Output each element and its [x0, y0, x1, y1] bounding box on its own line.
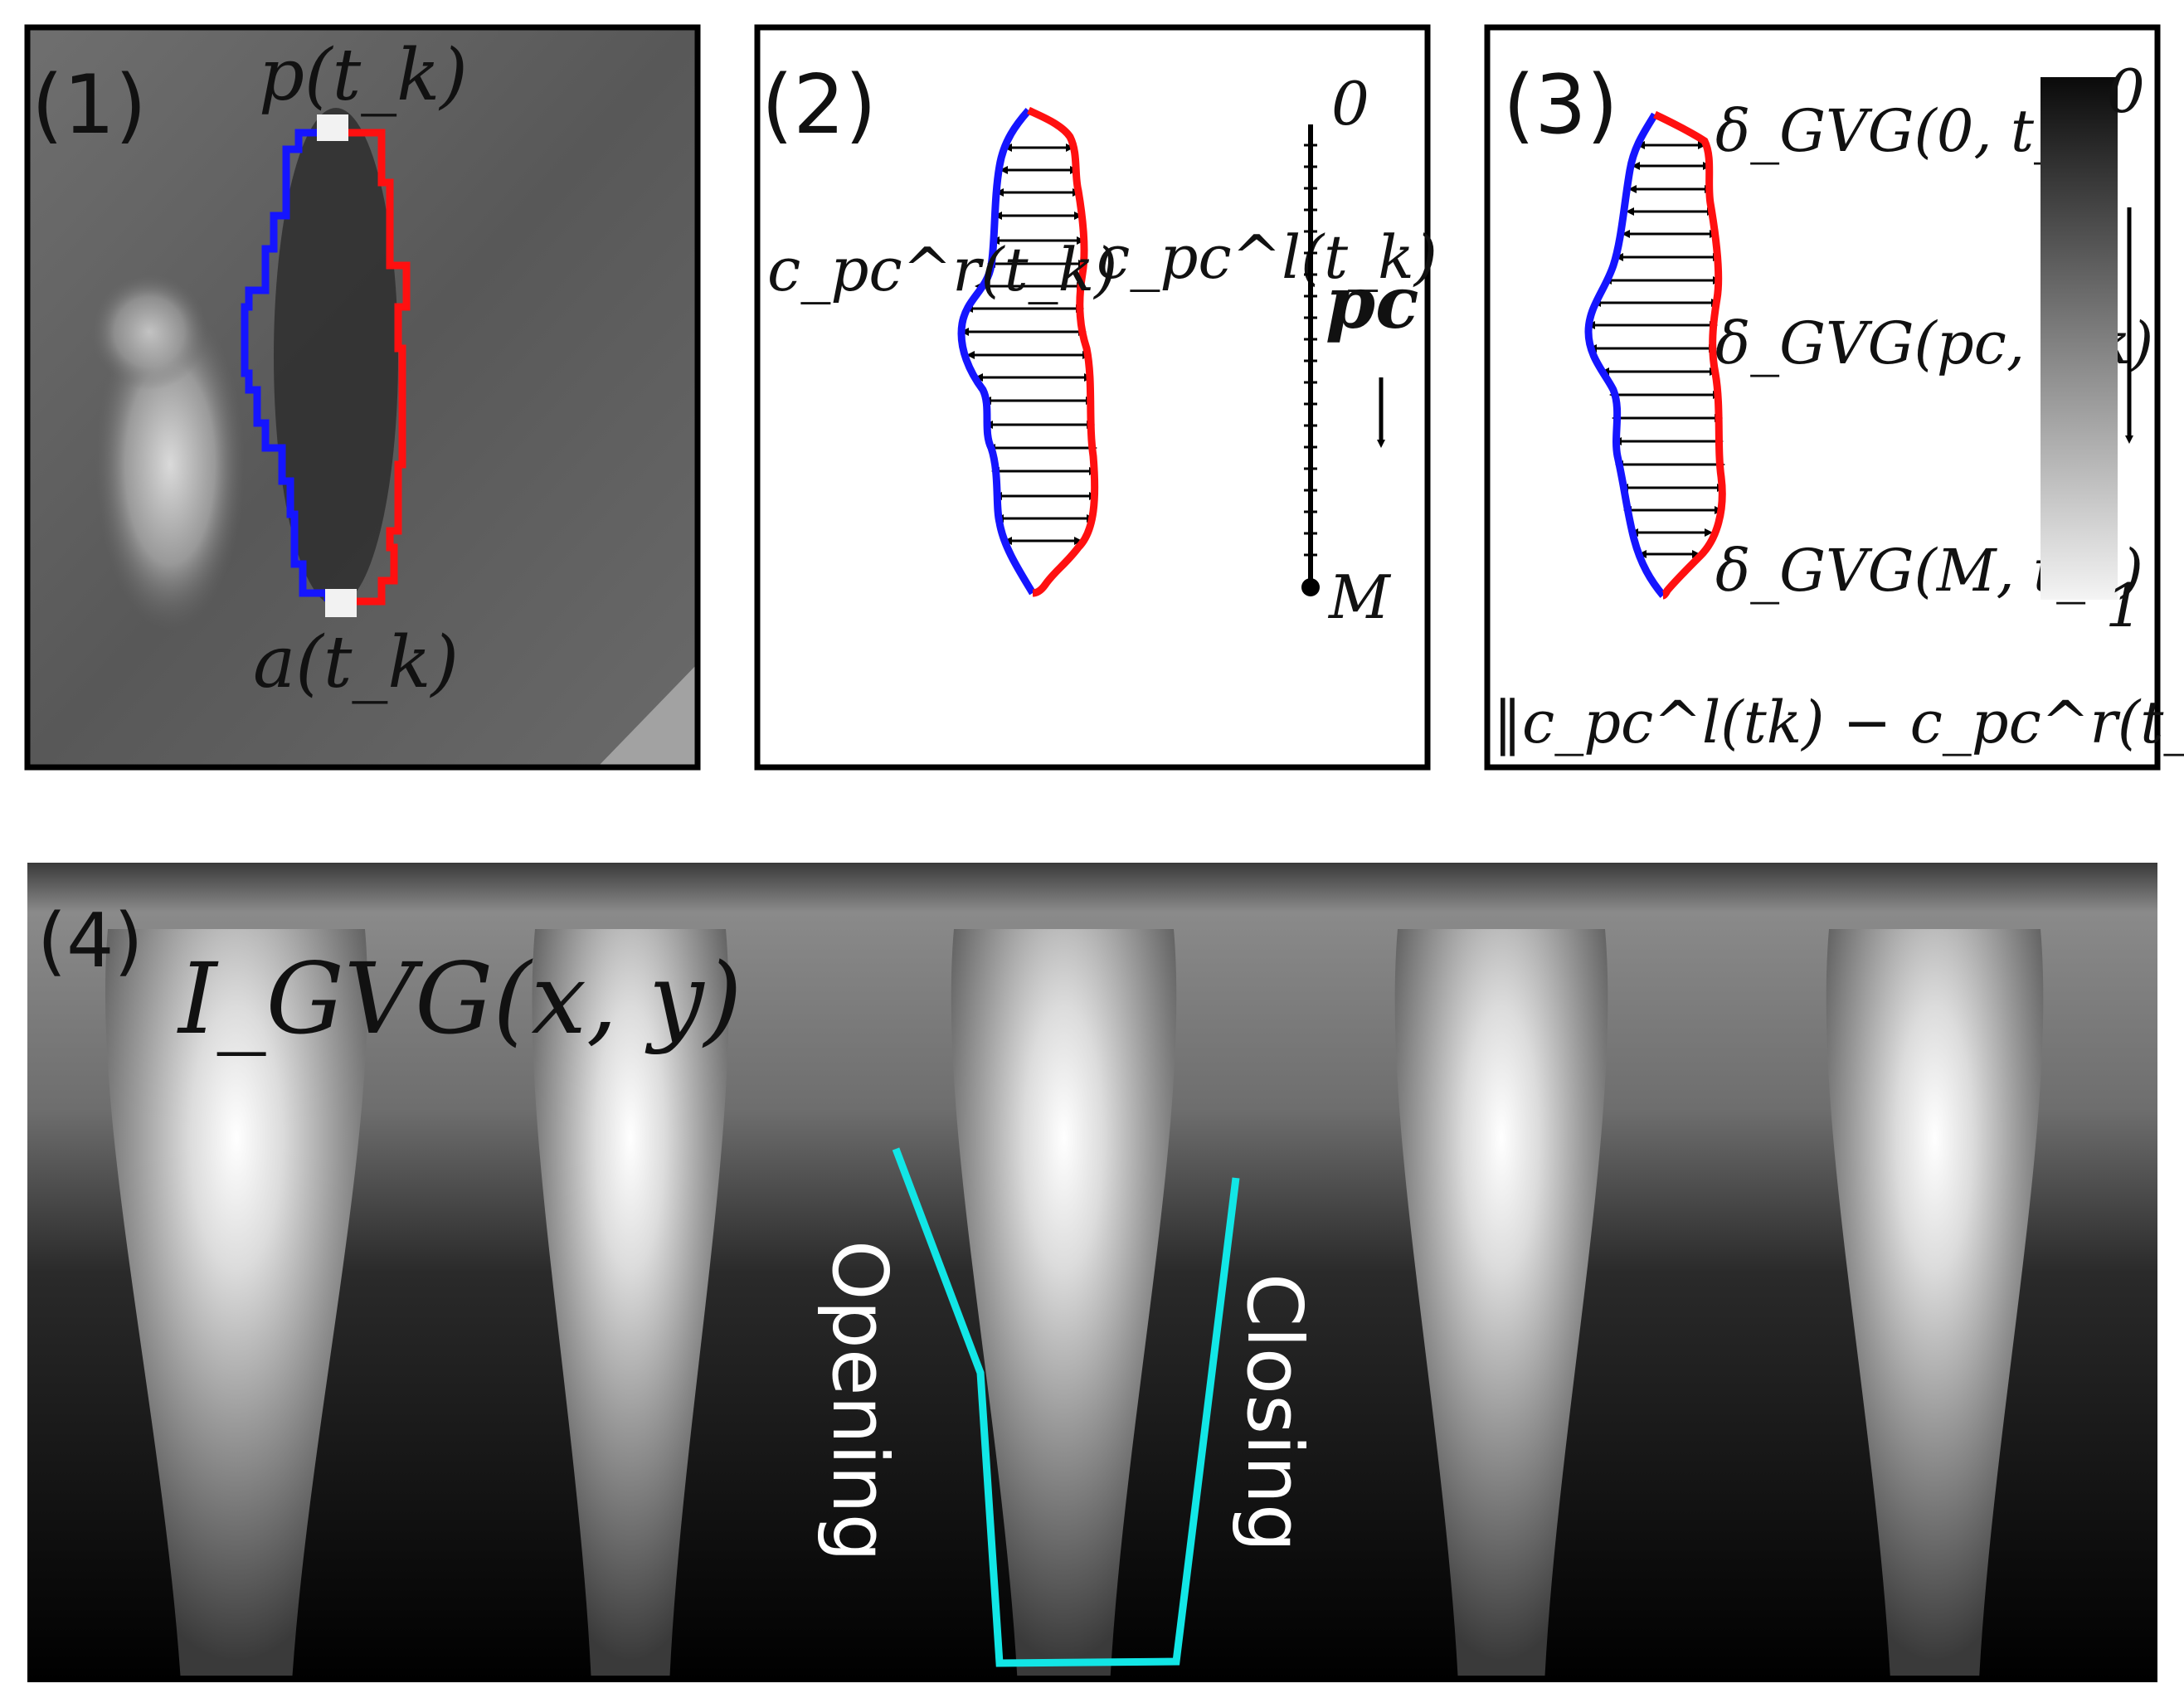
- c-left-label: c_pc^l(t_k): [1097, 222, 1437, 292]
- image-title-label: I_GVG(x, y): [177, 941, 742, 1056]
- left-fold-curve-3: [1584, 112, 1666, 598]
- panel-2-tag: (2): [761, 58, 877, 153]
- panel-4-tag: (4): [37, 898, 143, 985]
- vibration-lobes: [105, 929, 2044, 1676]
- a-point-label: a(t_k): [253, 621, 459, 704]
- pc-axis-end-dot: [1301, 578, 1320, 596]
- panel-3: (3) δ_GVG(0, t_k) δ_GVG(pc, t_k) δ_GVG(M…: [1484, 24, 2184, 771]
- lower-right-light-corner: [597, 664, 698, 767]
- pc-axis-ticks: [1304, 144, 1317, 557]
- vibration-lobe: [532, 929, 729, 1676]
- panel-3-tag: (3): [1503, 58, 1618, 153]
- c-right-label: c_pc^r(t_k): [767, 235, 1117, 304]
- panel-2-chord-arrows: [961, 144, 1097, 545]
- panel-1-border: [24, 24, 701, 771]
- panel-1-tag: (1): [32, 58, 147, 153]
- right-fold-contour: [348, 129, 411, 606]
- panel-4: (4) I_GVG(x, y) Opening Closing: [27, 863, 2157, 1682]
- colorbar-bottom-label: 1: [2105, 571, 2143, 640]
- pc-axis-name: pc: [1325, 261, 1419, 345]
- left-fold-curve: [957, 108, 1036, 596]
- right-fold-curve-3: [1653, 110, 1726, 600]
- panel-1: (1) p(t_k) a(t_k): [24, 24, 701, 771]
- right-fold-curve: [1027, 106, 1099, 597]
- left-fold-contour: [241, 129, 332, 601]
- colorbar-top-label: 0: [2107, 56, 2145, 126]
- pc-axis-top-label: 0: [1331, 69, 1369, 139]
- opening-closing-curve: [892, 1147, 1240, 1667]
- dark-glottis-region: [274, 108, 398, 606]
- opening-label: Opening: [815, 1240, 904, 1562]
- vibration-lobe: [1826, 929, 2044, 1676]
- closing-label: Closing: [1230, 1273, 1319, 1552]
- pc-axis-bottom-label: M: [1327, 562, 1392, 632]
- anterior-point-marker: [325, 589, 357, 617]
- posterior-point-marker: [317, 114, 348, 141]
- vibration-lobe: [1394, 929, 1608, 1676]
- bright-tissue-spot: [91, 274, 207, 390]
- panel-2: (2) c_pc^r(t_k) c_pc^l(t_k) 0 M pc: [754, 24, 1437, 771]
- vibration-lobe: [951, 929, 1177, 1676]
- vibration-lobe: [105, 929, 368, 1676]
- norm-label: ‖c_pc^l(tk) − c_pc^r(t_k)‖_2: [1493, 688, 2184, 757]
- panel-3-chord-arrows: [1587, 141, 1725, 558]
- colorbar: [2041, 77, 2118, 600]
- p-point-label: p(t_k): [259, 34, 468, 117]
